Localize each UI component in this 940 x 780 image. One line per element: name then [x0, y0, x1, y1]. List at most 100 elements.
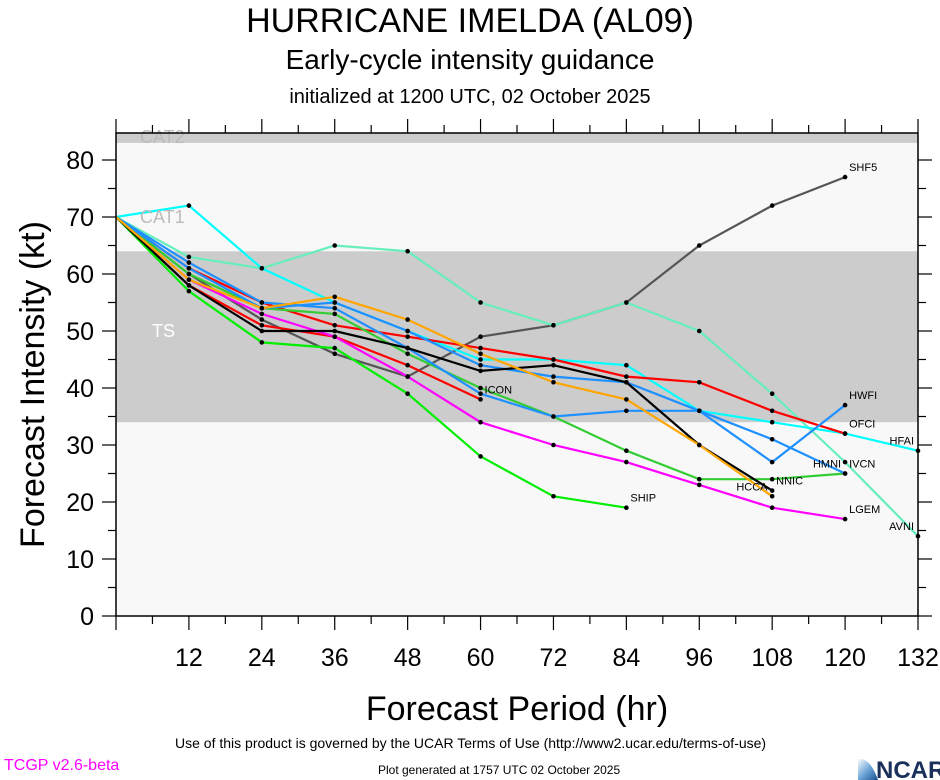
data-point-hcca: [478, 351, 483, 357]
data-point-ofci: [551, 357, 556, 362]
series-label-ofci: OFCI: [849, 419, 875, 431]
data-point-hcca: [405, 317, 410, 322]
data-point-shf5: [696, 243, 702, 248]
data-point-ship: [259, 340, 265, 345]
data-point-icon: [405, 362, 410, 368]
data-point-ship: [478, 454, 483, 459]
data-point-ofci: [769, 408, 775, 414]
data-point-hmni: [696, 408, 702, 414]
data-point-ship: [186, 288, 192, 294]
data-point-hmni: [551, 374, 556, 379]
data-point-hfai: [186, 203, 192, 208]
y-axis-label: Forecast Intensity (kt): [14, 221, 52, 548]
x-tick-label: 60: [467, 644, 495, 672]
version-label: TCGP v2.6-beta: [4, 757, 120, 774]
data-point-avni: [332, 243, 338, 248]
data-point-hwfi: [551, 414, 556, 419]
data-point-ofci: [624, 374, 629, 379]
series-line-avni: [115, 216, 919, 537]
data-point-lgem: [624, 459, 629, 465]
series-label-hfai: HFAI: [890, 436, 914, 448]
data-point-ivcn: [624, 448, 629, 454]
y-tick-label: 20: [66, 489, 94, 517]
series-label-hwfi: HWFI: [849, 390, 877, 402]
band-cat2: [116, 133, 918, 143]
data-point-ofci: [405, 334, 410, 340]
data-point-ofci: [478, 345, 483, 351]
chart-subtitle: Early-cycle intensity guidance: [285, 44, 655, 75]
series-label-ivcn: IVCN: [849, 459, 875, 471]
data-point-hmni: [405, 328, 410, 334]
band-cat1: [116, 142, 918, 252]
init-time: initialized at 1200 UTC, 02 October 2025: [289, 86, 651, 108]
series-line-nnic: [115, 216, 773, 492]
data-point-hwfi: [624, 408, 629, 414]
x-tick-label: 108: [751, 644, 793, 672]
data-point-hfai: [769, 419, 775, 425]
x-tick-label: 120: [824, 644, 866, 672]
x-tick-label: 36: [321, 644, 349, 672]
data-point-nnic: [769, 488, 775, 493]
data-point-hwfi: [769, 459, 775, 465]
data-point-lgem: [405, 374, 410, 379]
series-line-hfai: [115, 204, 919, 452]
data-point-hfai: [259, 266, 265, 271]
data-point-hmni: [332, 300, 338, 305]
x-tick-label: 72: [540, 644, 568, 672]
band-label-cat2: CAT2: [140, 127, 185, 147]
series-label-lgem: LGEM: [849, 504, 880, 516]
data-point-avni: [842, 459, 848, 465]
y-tick-label: 80: [66, 147, 94, 175]
band-ts: [116, 251, 918, 423]
data-point-hcca: [696, 442, 702, 448]
x-tick-label: 12: [175, 644, 203, 672]
series-label-hmni: HMNI: [813, 459, 841, 471]
chart-title: HURRICANE IMELDA (AL09): [246, 2, 694, 40]
data-point-hmni: [186, 266, 192, 271]
data-point-ship: [551, 494, 556, 499]
data-point-hwfi: [259, 300, 265, 305]
series-label-icon: ICON: [485, 384, 513, 396]
y-tick-label: 50: [66, 318, 94, 346]
data-point-lgem: [478, 419, 483, 425]
data-point-nnic: [405, 345, 410, 351]
data-point-hcca: [551, 380, 556, 385]
generated-time: Plot generated at 1757 UTC 02 October 20…: [378, 763, 621, 777]
data-point-nnic: [551, 362, 556, 368]
data-point-icon: [478, 397, 483, 402]
series-line-ship: [115, 216, 627, 509]
data-point-ship: [332, 345, 338, 351]
y-tick-label: 70: [66, 204, 94, 232]
data-point-shf5: [769, 203, 775, 208]
data-point-ship: [405, 391, 410, 397]
data-point-hmni: [842, 471, 848, 476]
svg-text:NCAR: NCAR: [876, 757, 940, 780]
x-tick-label: 48: [394, 644, 422, 672]
data-point-ivcn: [769, 476, 775, 482]
data-point-hcca: [332, 294, 338, 300]
data-point-ivcn: [332, 311, 338, 317]
x-tick-label: 96: [685, 644, 713, 672]
series-label-hcca: HCCA: [736, 481, 768, 493]
data-point-lgem: [769, 505, 775, 511]
data-point-lgem: [842, 516, 848, 522]
series-label-nnic: NNIC: [776, 476, 803, 488]
data-point-lgem: [696, 482, 702, 488]
data-point-ivcn: [696, 476, 702, 482]
band-label-cat1: CAT1: [140, 207, 185, 227]
data-point-ship: [624, 505, 629, 511]
data-point-ofci: [332, 323, 338, 328]
y-tick-label: 0: [80, 603, 94, 631]
data-point-hwfi: [842, 402, 848, 408]
data-point-shf5: [332, 351, 338, 357]
data-point-hcca: [769, 494, 775, 499]
data-point-avni: [696, 328, 702, 334]
data-point-hmni: [769, 437, 775, 442]
data-point-icon: [259, 323, 265, 328]
data-point-hcca: [186, 277, 192, 283]
series-label-ship: SHIP: [630, 493, 656, 505]
x-tick-label: 84: [612, 644, 640, 672]
x-tick-label: 132: [897, 644, 939, 672]
